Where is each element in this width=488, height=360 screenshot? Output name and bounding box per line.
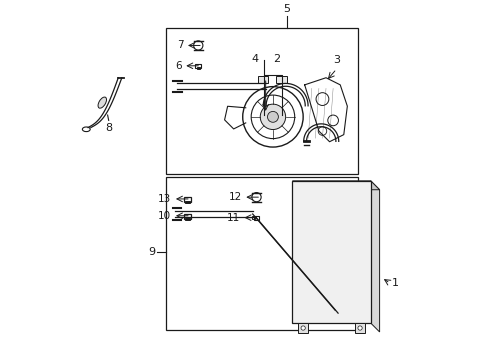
Bar (184, 197, 190, 202)
Text: 11: 11 (226, 213, 239, 222)
Bar (166, 177, 358, 330)
Bar (185, 218, 189, 220)
Circle shape (301, 326, 305, 330)
Text: 10: 10 (158, 211, 171, 221)
Text: 12: 12 (228, 192, 241, 202)
Circle shape (260, 104, 285, 130)
Text: 13: 13 (158, 194, 171, 204)
Bar (184, 213, 190, 219)
Text: 9: 9 (148, 247, 155, 257)
Text: 2: 2 (272, 54, 280, 64)
Text: 7: 7 (176, 40, 183, 50)
Text: 8: 8 (105, 123, 112, 133)
Bar (185, 201, 189, 203)
Text: 3: 3 (332, 55, 340, 65)
Polygon shape (370, 181, 379, 332)
Circle shape (357, 326, 362, 330)
Text: 5: 5 (283, 4, 290, 14)
Bar (195, 64, 201, 68)
Text: 1: 1 (391, 278, 398, 288)
Bar (297, 323, 308, 333)
Polygon shape (292, 181, 379, 190)
Bar (292, 181, 370, 323)
Bar (257, 76, 268, 83)
Bar (251, 216, 255, 219)
Text: 6: 6 (175, 61, 181, 71)
Circle shape (267, 111, 278, 122)
Ellipse shape (98, 97, 106, 108)
Bar (197, 67, 199, 69)
Bar (166, 28, 358, 174)
Text: 4: 4 (251, 54, 258, 64)
Bar (253, 216, 259, 220)
Bar (275, 76, 286, 83)
Bar (354, 323, 365, 333)
